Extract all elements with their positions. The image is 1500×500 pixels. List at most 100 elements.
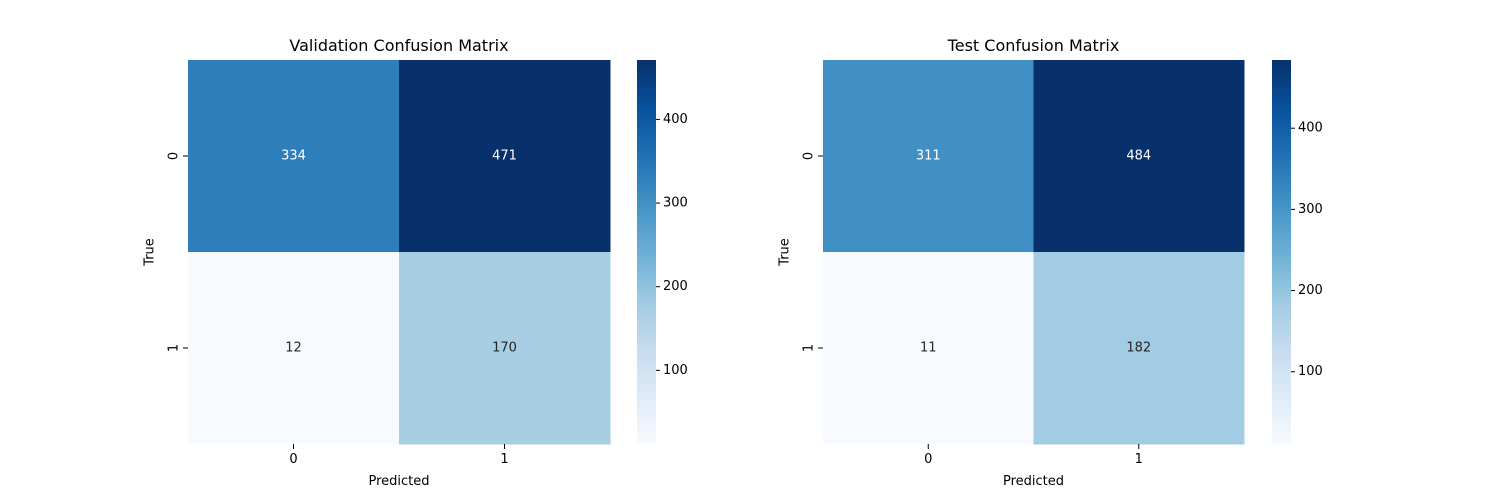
- colorbar-tick-label: 200: [663, 279, 688, 294]
- colorbar-segment: [637, 388, 656, 393]
- colorbar-segment: [637, 320, 656, 325]
- colorbar-segment: [637, 76, 656, 81]
- colorbar-segment: [637, 344, 656, 349]
- colorbar-segment: [637, 312, 656, 317]
- colorbar-segment: [1272, 440, 1291, 445]
- colorbar-segment: [637, 168, 656, 173]
- colorbar-segment: [1272, 400, 1291, 405]
- colorbar-segment: [1272, 228, 1291, 233]
- colorbar-segment: [637, 184, 656, 189]
- colorbar-segment: [637, 256, 656, 261]
- colorbar-segment: [1272, 128, 1291, 133]
- colorbar-segment: [1272, 144, 1291, 149]
- colorbar-segment: [1272, 76, 1291, 81]
- colorbar-segment: [1272, 172, 1291, 177]
- colorbar-segment: [637, 188, 656, 193]
- colorbar-tick-label: 400: [1298, 121, 1323, 136]
- colorbar-segment: [637, 252, 656, 257]
- colorbar-segment: [1272, 436, 1291, 441]
- colorbar-segment: [1272, 152, 1291, 157]
- colorbar-segment: [1272, 64, 1291, 69]
- colorbar-segment: [1272, 236, 1291, 241]
- colorbar-segment: [1272, 164, 1291, 169]
- colorbar-segment: [637, 216, 656, 221]
- y-tick-label: 1: [802, 344, 817, 352]
- colorbar-segment: [1272, 392, 1291, 397]
- colorbar-segment: [637, 224, 656, 229]
- colorbar-segment: [637, 88, 656, 93]
- colorbar-segment: [637, 192, 656, 197]
- colorbar-segment: [1272, 224, 1291, 229]
- colorbar-segment: [637, 112, 656, 117]
- heatmap-cell-r0-c0: [823, 60, 1034, 253]
- colorbar-segment: [1272, 280, 1291, 285]
- colorbar-segment: [637, 340, 656, 345]
- colorbar-segment: [637, 60, 656, 65]
- colorbar-segment: [1272, 116, 1291, 121]
- colorbar-segment: [637, 404, 656, 409]
- colorbar-segment: [1272, 372, 1291, 377]
- colorbar-segment: [637, 304, 656, 309]
- colorbar-segment: [1272, 336, 1291, 341]
- x-axis-label: Predicted: [368, 474, 429, 489]
- y-axis-label: True: [778, 238, 793, 267]
- y-axis-label: True: [143, 238, 158, 267]
- x-tick-label: 0: [924, 452, 932, 467]
- colorbar-segment: [637, 132, 656, 137]
- colorbar-segment: [1272, 424, 1291, 429]
- colorbar-segment: [1272, 200, 1291, 205]
- cell-value-label: 11: [920, 341, 937, 356]
- colorbar-segment: [1272, 240, 1291, 245]
- colorbar-segment: [1272, 300, 1291, 305]
- colorbar-tick-label: 100: [1298, 364, 1323, 379]
- colorbar-segment: [1272, 348, 1291, 353]
- colorbar-segment: [1272, 332, 1291, 337]
- colorbar-tick-label: 400: [663, 112, 688, 127]
- colorbar-segment: [1272, 384, 1291, 389]
- colorbar-segment: [1272, 364, 1291, 369]
- colorbar-segment: [1272, 160, 1291, 165]
- colorbar-segment: [637, 140, 656, 145]
- colorbar-segment: [1272, 168, 1291, 173]
- cell-value-label: 471: [492, 149, 517, 164]
- colorbar-segment: [637, 260, 656, 265]
- colorbar-segment: [1272, 308, 1291, 313]
- colorbar-segment: [637, 264, 656, 269]
- colorbar-segment: [637, 440, 656, 445]
- colorbar-tick-label: 300: [663, 196, 688, 211]
- colorbar-segment: [1272, 404, 1291, 409]
- colorbar-segment: [1272, 104, 1291, 109]
- colorbar-segment: [1272, 312, 1291, 317]
- colorbar-segment: [1272, 304, 1291, 309]
- y-tick-label: 0: [802, 152, 817, 160]
- colorbar: 100 200 300 400: [1272, 60, 1323, 445]
- heatmap-cell-r0-c1: [399, 60, 611, 253]
- chart-title: Validation Confusion Matrix: [289, 36, 508, 55]
- colorbar-segment: [1272, 72, 1291, 77]
- colorbar-segment: [1272, 156, 1291, 161]
- colorbar-segment: [637, 68, 656, 73]
- colorbar-segment: [637, 380, 656, 385]
- colorbar-segment: [1272, 188, 1291, 193]
- colorbar-segment: [637, 276, 656, 281]
- colorbar-segment: [1272, 248, 1291, 253]
- colorbar-segment: [637, 280, 656, 285]
- y-tick-label: 1: [167, 344, 182, 352]
- heatmap-panel-test: 311 484 11 182 Test Confusion Matrix 0 1 0 1 Pred…: [778, 36, 1323, 489]
- colorbar-segment: [637, 116, 656, 121]
- colorbar-segment: [637, 156, 656, 161]
- colorbar-segment: [1272, 256, 1291, 261]
- colorbar-segment: [1272, 292, 1291, 297]
- colorbar-segment: [637, 212, 656, 217]
- colorbar-segment: [637, 400, 656, 405]
- colorbar-segment: [1272, 360, 1291, 365]
- colorbar-segment: [1272, 124, 1291, 129]
- colorbar-segment: [1272, 420, 1291, 425]
- colorbar-segment: [1272, 108, 1291, 113]
- colorbar-segment: [1272, 204, 1291, 209]
- colorbar-segment: [637, 72, 656, 77]
- colorbar-segment: [637, 92, 656, 97]
- colorbar-segment: [1272, 288, 1291, 293]
- colorbar-segment: [1272, 232, 1291, 237]
- colorbar-segment: [637, 128, 656, 133]
